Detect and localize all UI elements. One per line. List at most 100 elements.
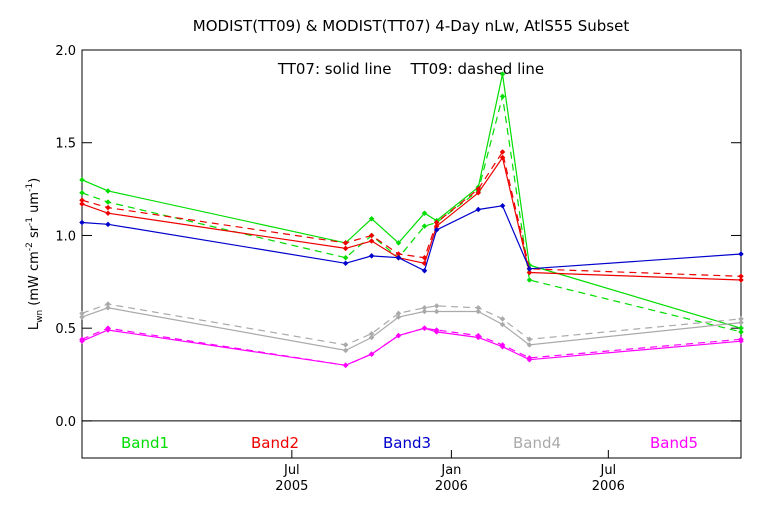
data-point: [526, 355, 533, 361]
data-point: [433, 308, 440, 315]
data-point: [475, 304, 482, 311]
data-point: [499, 316, 506, 322]
data-point: [79, 176, 85, 183]
data-point: [105, 301, 111, 307]
series-band2-dashed: [79, 149, 744, 280]
data-point: [421, 223, 428, 230]
data-point: [368, 215, 375, 222]
data-point: [342, 342, 349, 348]
data-point: [526, 265, 533, 272]
data-point: [79, 314, 85, 320]
data-point: [499, 342, 506, 348]
data-point: [368, 238, 375, 244]
data-point: [395, 314, 402, 320]
y-tick-label: 1.0: [55, 229, 76, 244]
data-point: [395, 332, 402, 339]
data-point: [105, 325, 111, 332]
data-point: [79, 336, 85, 343]
data-point: [342, 245, 349, 252]
y-axis-label-units: (mW cm: [27, 251, 42, 310]
series-line: [81, 73, 742, 329]
data-point: [105, 210, 111, 217]
series-band3-solid: [79, 202, 744, 274]
y-axis-label-exp1: -2: [25, 242, 35, 251]
series-line: [81, 303, 742, 346]
x-tick-year-label: 2005: [275, 479, 308, 494]
data-point: [79, 219, 85, 226]
data-point: [342, 254, 349, 261]
data-point: [738, 329, 744, 335]
y-tick-label: 0.0: [55, 415, 76, 430]
series-band1-solid: [79, 71, 744, 332]
data-point: [421, 308, 428, 315]
data-point: [395, 310, 402, 317]
data-point: [738, 251, 744, 257]
data-point: [395, 251, 402, 257]
y-axis-label-exp2: -1: [25, 217, 35, 226]
data-point: [79, 197, 85, 204]
x-tick-year-label: 2006: [592, 479, 625, 494]
data-point: [368, 334, 375, 341]
series-band2-solid: [79, 154, 744, 283]
data-point: [342, 240, 349, 246]
series-band4-solid: [79, 304, 744, 354]
legend-entry-band2: Band2: [251, 434, 299, 452]
data-point: [499, 93, 506, 100]
data-point: [475, 186, 482, 192]
series-band5-dashed: [79, 325, 744, 369]
data-point: [499, 71, 506, 77]
legend-entry-band4: Band4: [513, 434, 561, 452]
series-band5-solid: [79, 325, 744, 369]
y-axis-label-sub: wn: [35, 310, 45, 323]
y-axis-label-main: L: [27, 322, 42, 330]
series-layer: [79, 71, 744, 369]
series-line: [81, 327, 742, 366]
data-point: [738, 319, 744, 326]
data-point: [105, 221, 111, 228]
data-point: [395, 254, 402, 261]
data-point: [105, 199, 111, 205]
x-tick-label: Jan: [440, 463, 461, 478]
data-point: [433, 327, 440, 333]
data-point: [368, 351, 375, 357]
series-line: [81, 327, 742, 366]
legend: Band1 Band2 Band3 Band4 Band5: [121, 434, 698, 452]
y-axis-label-end: um: [27, 192, 42, 217]
y-axis-label-mid: sr: [27, 225, 42, 242]
data-point: [433, 227, 440, 233]
legend-entry-band5: Band5: [650, 434, 698, 452]
x-tick-label: Jul: [599, 463, 616, 478]
data-point: [526, 342, 533, 348]
legend-entry-band1: Band1: [121, 434, 169, 452]
data-point: [105, 304, 111, 311]
data-point: [79, 310, 85, 317]
data-point: [475, 308, 482, 315]
data-point: [79, 189, 85, 196]
data-point: [526, 336, 533, 343]
y-axis-label-exp3: -1: [25, 183, 35, 192]
data-point: [433, 219, 440, 226]
chart-annotation: TT07: solid line TT09: dashed line: [277, 60, 544, 78]
data-point: [421, 267, 428, 274]
data-point: [526, 269, 533, 276]
data-point: [475, 189, 482, 196]
data-point: [433, 303, 440, 309]
series-line: [81, 96, 742, 333]
plot-frame: [81, 49, 742, 459]
data-point: [368, 232, 375, 239]
series-band4-dashed: [79, 301, 744, 348]
data-point: [499, 149, 506, 155]
data-point: [738, 273, 744, 280]
series-band1-dashed: [79, 93, 744, 335]
data-point: [421, 254, 428, 261]
data-point: [475, 332, 482, 339]
data-point: [526, 277, 533, 283]
data-point: [421, 325, 428, 332]
data-point: [342, 260, 349, 267]
y-tick-label: 0.5: [55, 322, 76, 337]
data-point: [368, 330, 375, 337]
legend-entry-band3: Band3: [383, 434, 431, 452]
y-axis: 0.0 0.5 1.0 1.5 2.0: [55, 44, 741, 430]
